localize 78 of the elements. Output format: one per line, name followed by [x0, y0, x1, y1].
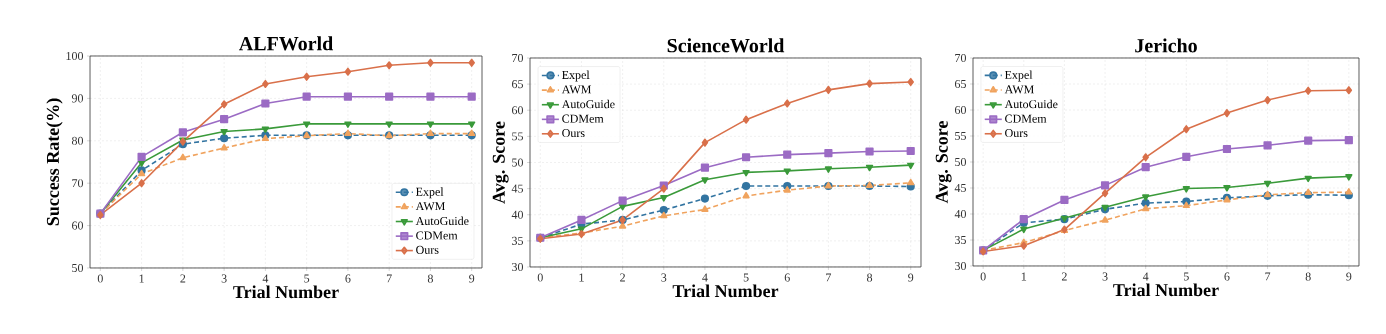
x-tick-label: 0: [97, 274, 103, 283]
x-tick-label: 0: [980, 272, 986, 281]
y-tick-label: 55: [955, 132, 967, 140]
y-tick-label: 70: [72, 179, 84, 188]
legend-label: AWM: [1004, 85, 1034, 94]
x-tick-label: 5: [1184, 272, 1189, 281]
y-axis-title: Success Rate(%): [46, 98, 63, 226]
x-tick-label: 4: [1142, 272, 1149, 281]
y-tick-label: 30: [955, 261, 967, 271]
legend-label: AutoGuide: [1004, 99, 1058, 109]
x-tick-label: 3: [221, 274, 227, 283]
x-tick-label: 9: [1346, 272, 1352, 281]
x-tick-label: 4: [702, 273, 708, 282]
x-tick-label: 1: [1021, 272, 1027, 281]
legend-label: Expel: [1004, 70, 1033, 82]
x-tick-label: 3: [661, 273, 667, 282]
y-tick-label: 70: [955, 53, 967, 63]
y-axis-title: Avg. Score: [492, 121, 509, 204]
y-axis-title: Avg. Score: [935, 121, 952, 204]
y-tick-label: 65: [512, 80, 524, 89]
x-tick-label: 9: [469, 274, 475, 283]
legend-label: Expel: [415, 187, 444, 199]
x-tick-label: 0: [537, 273, 543, 282]
y-tick-label: 60: [72, 221, 84, 230]
x-axis-title: Trial Number: [672, 284, 779, 298]
x-tick-label: 6: [784, 273, 790, 282]
y-tick-label: 65: [954, 79, 967, 89]
y-tick-label: 80: [71, 136, 84, 145]
y-tick-label: 60: [512, 106, 524, 115]
x-tick-label: 1: [139, 274, 144, 283]
y-tick-label: 35: [955, 235, 967, 245]
x-tick-label: 9: [908, 273, 914, 282]
x-tick-label: 8: [867, 273, 873, 282]
x-tick-label: 2: [620, 273, 625, 282]
x-tick-label: 3: [1102, 272, 1108, 281]
chart-title: ScienceWorld: [667, 38, 785, 53]
y-tick-label: 70: [512, 53, 524, 63]
x-tick-label: 7: [826, 273, 832, 282]
y-tick-label: 90: [71, 94, 84, 103]
y-tick-label: 40: [511, 210, 524, 219]
y-tick-label: 30: [512, 262, 524, 272]
legend-label: Ours: [562, 129, 585, 138]
x-tick-label: 6: [345, 274, 351, 283]
chart-title: ALFWorld: [238, 36, 334, 51]
y-tick-label: 45: [954, 183, 967, 192]
x-tick-label: 8: [427, 274, 433, 283]
y-tick-label: 50: [72, 263, 84, 273]
y-tick-label: 55: [512, 132, 524, 141]
legend-label: Ours: [1005, 129, 1028, 138]
legend-label: Expel: [562, 70, 590, 82]
x-tick-label: 7: [386, 274, 392, 283]
y-tick-label: 45: [511, 184, 524, 193]
legend-label: CDMem: [1005, 114, 1047, 123]
x-tick-label: 2: [1061, 272, 1067, 281]
legend-label: Ours: [416, 245, 439, 254]
y-tick-label: 35: [512, 236, 524, 245]
y-tick-label: 40: [954, 209, 967, 219]
x-tick-label: 2: [180, 274, 186, 283]
legend-label: AutoGuide: [561, 99, 615, 109]
legend-label: AWM: [415, 202, 445, 211]
x-tick-label: 4: [262, 274, 269, 283]
y-tick-label: 50: [955, 157, 967, 167]
y-tick-label: 60: [954, 105, 967, 115]
x-tick-label: 5: [304, 274, 310, 283]
x-tick-label: 6: [1224, 272, 1230, 281]
x-tick-label: 8: [1305, 272, 1311, 281]
y-tick-label: 100: [66, 51, 84, 61]
legend-label: AutoGuide: [415, 216, 469, 226]
y-tick-label: 50: [512, 158, 524, 167]
chart-title: Jericho: [1135, 38, 1197, 53]
x-tick-label: 7: [1265, 272, 1271, 281]
x-tick-label: 1: [579, 273, 584, 282]
x-axis-title: Trial Number: [233, 285, 339, 299]
x-axis-title: Trial Number: [1113, 283, 1219, 297]
legend-label: AWM: [561, 85, 592, 94]
legend-label: CDMem: [416, 231, 458, 240]
x-tick-label: 5: [743, 273, 749, 282]
legend-label: CDMem: [562, 114, 604, 123]
